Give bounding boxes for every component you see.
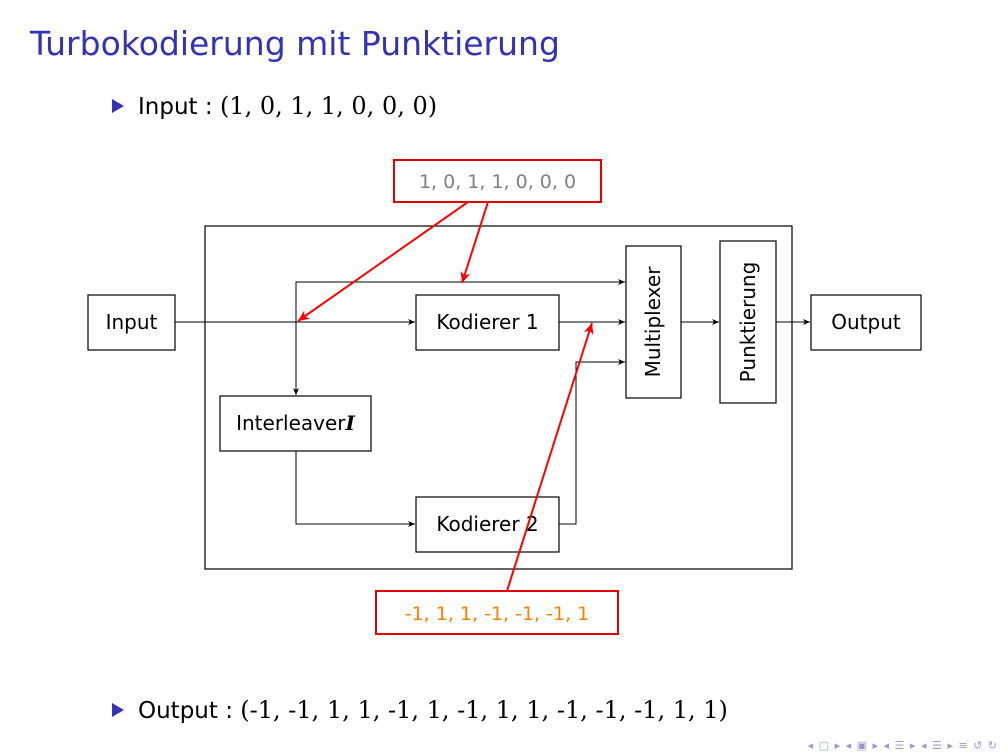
multiplexer-label: Multiplexer [641,266,665,378]
line-encoder2-mux [559,359,625,525]
interleaver-symbol: I [345,411,356,435]
output-block [810,294,922,351]
input-bullet-value: (1, 0, 1, 1, 0, 0, 0) [219,92,438,120]
bullet-triangle-icon [112,99,124,113]
slide-title: Turbokodierung mit Punktierung [30,24,560,63]
encoder2-label: Kodierer 2 [436,512,538,536]
line-systematic-to-mux [295,279,625,322]
puncturing-label: Punktierung [736,262,760,383]
interleaver-text: Interleaver [236,411,346,435]
multiplexer-block [625,245,682,399]
red-arrow-to-encoder1 [460,201,489,284]
prev-section-icon[interactable]: ◂ ▣ ▸ [845,739,880,752]
prev-frame-icon[interactable]: ◂ ▢ ▸ [807,739,842,752]
input-bullet: Input : (1, 0, 1, 1, 0, 0, 0) [112,92,437,120]
encoder1-block [415,294,560,351]
interleaver-label: InterleaverI [236,411,355,435]
input-block [87,294,176,351]
signal-lines [175,279,810,527]
red-arrow-to-input-line [297,201,469,322]
puncturing-block [719,240,777,404]
annotation-bottom-text: -1, 1, 1, -1, -1, -1, 1 [405,603,590,625]
align-icon[interactable]: ≡ [958,739,969,752]
annotation-top-box [393,159,602,203]
prev-subsection-icon[interactable]: ◂ ☰ ▸ [883,739,917,752]
output-block-label: Output [831,310,901,334]
output-bullet: Output : (-1, -1, 1, 1, -1, 1, -1, 1, 1,… [112,696,728,724]
bullet-triangle-icon [112,703,124,717]
search-icon[interactable]: ↺ ↻ [973,739,998,752]
output-bullet-label: Output : [138,698,233,724]
encoder1-label: Kodierer 1 [436,310,538,334]
annotation-bottom-box [375,590,619,635]
beamer-navigation: ◂ ▢ ▸ ◂ ▣ ▸ ◂ ☰ ▸ ◂ ☰ ▸ ≡ ↺ ↻ [808,739,998,752]
encoder2-block [415,496,560,553]
red-arrow-to-encoder2-output [506,322,594,592]
output-bullet-value: (-1, -1, 1, 1, -1, 1, -1, 1, 1, -1, -1, … [240,696,728,724]
input-bullet-label: Input : [138,94,213,120]
annotation-arrows [297,201,594,592]
line-interleaver-encoder2 [295,451,415,527]
encoder-frame [204,225,793,570]
annotation-top-text: 1, 0, 1, 1, 0, 0, 0 [419,171,576,193]
input-block-label: Input [106,310,158,334]
interleaver-block [219,395,372,452]
next-subsection-icon[interactable]: ◂ ☰ ▸ [920,739,954,752]
